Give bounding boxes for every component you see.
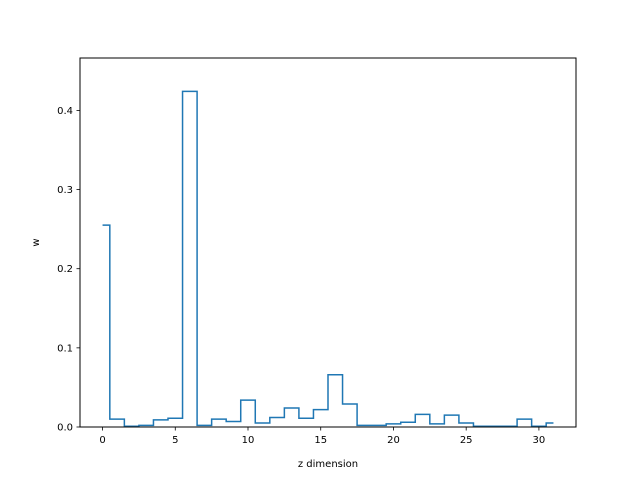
x-tick-label: 15 [314,435,327,446]
x-tick-label: 20 [387,435,400,446]
x-tick-label: 10 [242,435,255,446]
y-tick-label: 0.2 [57,264,73,275]
y-axis-label: w [31,238,42,246]
y-tick-label: 0.1 [57,343,73,354]
x-axis-label: z dimension [298,459,358,470]
plot-area [102,90,554,427]
x-tick-label: 5 [172,435,178,446]
plot-frame [79,57,577,428]
y-tick-label: 0.3 [57,185,73,196]
x-tick-label: 25 [460,435,473,446]
x-tick-label: 0 [99,435,105,446]
y-axis: 0.0 0.1 0.2 0.3 0.4 [57,106,80,434]
x-tick-label: 30 [533,435,546,446]
x-axis: 0 5 10 15 20 25 30 [99,427,545,446]
y-tick-label: 0.4 [57,106,73,117]
y-tick-label: 0.0 [57,423,73,434]
series-line [102,90,554,427]
